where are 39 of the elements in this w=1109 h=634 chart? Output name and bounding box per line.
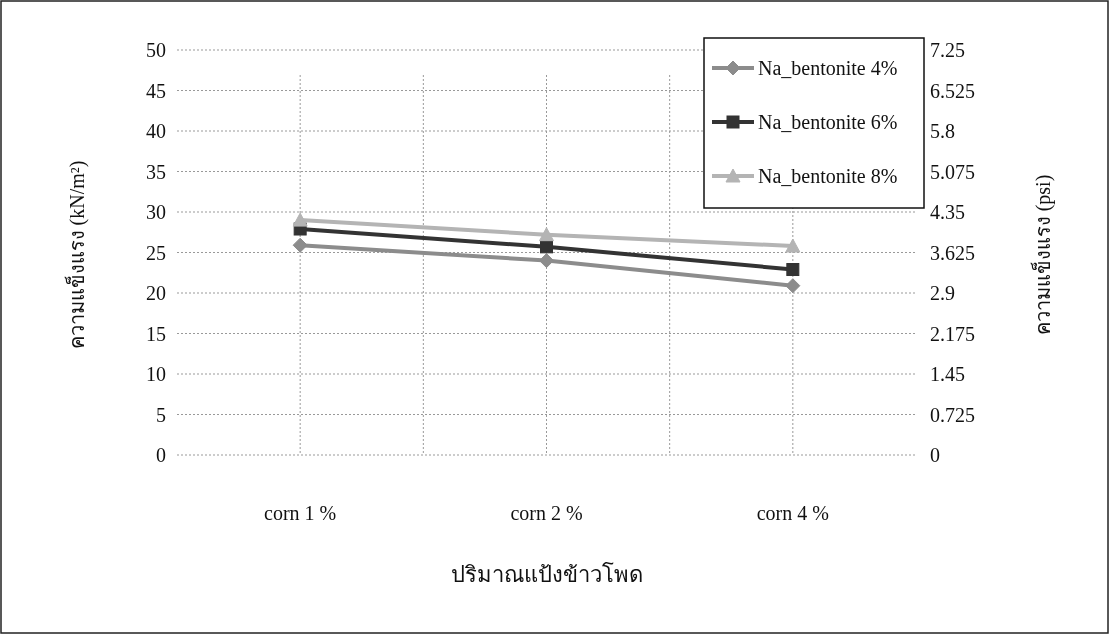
- x-tick-label: corn 4 %: [756, 502, 829, 524]
- x-tick-label: corn 2 %: [510, 502, 583, 524]
- y2-tick-label: 2.175: [930, 322, 975, 345]
- point: [539, 227, 554, 242]
- y2-tick-label: 5.8: [930, 120, 955, 142]
- y-tick-label: 15: [146, 322, 166, 345]
- legend-label: Na_bentonite 8%: [758, 165, 898, 187]
- y2-tick-label: 5.075: [930, 160, 975, 183]
- x-tick-label: corn 1 %: [264, 502, 337, 524]
- y-tick-label: 30: [146, 201, 166, 223]
- y-tick-label: 45: [146, 79, 166, 102]
- y2-tick-label: 1.45: [930, 363, 965, 385]
- point: [785, 238, 801, 253]
- y2-tick-label: 0.725: [930, 403, 975, 426]
- y2-tick-label: 0: [930, 444, 940, 466]
- point: [540, 240, 553, 254]
- point: [292, 212, 308, 227]
- y-axis-title: ความแข็งแรง (kN/m²): [64, 160, 89, 350]
- y-tick-label: 40: [146, 120, 166, 142]
- point: [785, 278, 801, 294]
- point: [786, 263, 800, 277]
- y-tick-label: 25: [146, 241, 166, 264]
- y2-tick-label: 7.25: [930, 39, 965, 61]
- y2-tick-label: 6.525: [930, 79, 975, 102]
- point: [539, 253, 554, 269]
- legend-label: Na_bentonite 4%: [758, 57, 898, 79]
- x-axis-title: ปริมาณแป้งข้าวโพด: [450, 562, 643, 587]
- y-tick-label: 5: [156, 403, 166, 426]
- legend-label: Na_bentonite 6%: [758, 111, 898, 133]
- y2-tick-label: 3.625: [930, 241, 975, 264]
- y2-tick-label: 4.35: [930, 201, 965, 223]
- y2-tick-label: 2.9: [930, 282, 955, 304]
- y2-axis-title: ความแข็งแรง (psi): [1030, 174, 1055, 336]
- y-tick-label: 0: [156, 444, 166, 466]
- y-tick-label: 50: [146, 39, 166, 61]
- y-tick-label: 10: [146, 363, 166, 385]
- y-tick-label: 20: [146, 282, 166, 304]
- point: [292, 237, 308, 253]
- y-tick-label: 35: [146, 160, 166, 183]
